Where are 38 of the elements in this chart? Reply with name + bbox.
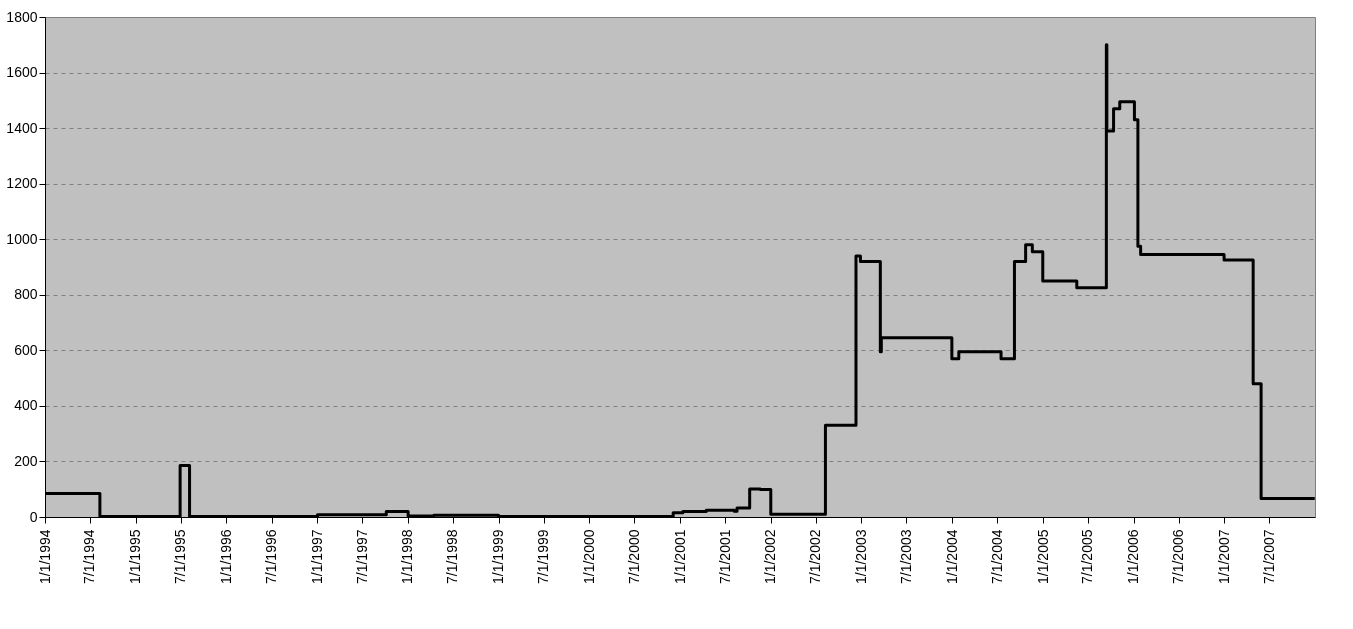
x-tick-label: 7/1/2001 <box>716 529 733 584</box>
x-tick-label: 1/1/1996 <box>217 529 234 584</box>
x-tick-label: 1/1/2004 <box>943 529 960 584</box>
x-tick-label: 7/1/1995 <box>172 529 189 584</box>
y-tick-label: 1000 <box>6 230 38 247</box>
x-tick-label: 7/1/1994 <box>81 529 98 584</box>
x-tick-label: 1/1/2000 <box>580 529 597 584</box>
x-tick-label: 7/1/2006 <box>1170 529 1187 584</box>
y-tick-label: 600 <box>14 341 38 358</box>
x-tick-label: 1/1/2002 <box>762 529 779 584</box>
y-tick-label: 1200 <box>6 175 38 192</box>
y-tick-label: 1800 <box>6 8 38 25</box>
x-tick-label: 1/1/2003 <box>852 529 869 584</box>
x-tick-label: 7/1/2004 <box>988 529 1005 584</box>
x-tick-label: 1/1/1998 <box>399 529 416 584</box>
x-tick-label: 7/1/2000 <box>625 529 642 584</box>
x-tick-label: 1/1/2006 <box>1125 529 1142 584</box>
y-tick-label: 1600 <box>6 64 38 81</box>
y-tick-label: 200 <box>14 452 38 469</box>
x-tick-label: 7/1/2002 <box>807 529 824 584</box>
x-tick-label: 7/1/2007 <box>1260 529 1277 584</box>
x-tick-label: 1/1/1997 <box>308 529 325 584</box>
y-tick-label: 800 <box>14 286 38 303</box>
x-tick-label: 1/1/1995 <box>127 529 144 584</box>
x-tick-label: 1/1/1999 <box>490 529 507 584</box>
y-tick-label: 1400 <box>6 119 38 136</box>
x-tick-label: 7/1/2003 <box>897 529 914 584</box>
x-tick-label: 1/1/2007 <box>1215 529 1232 584</box>
x-tick-label: 1/1/2001 <box>671 529 688 584</box>
y-tick-label: 0 <box>29 508 38 525</box>
x-tick-label: 1/1/2005 <box>1034 529 1051 584</box>
x-tick-label: 7/1/2005 <box>1079 529 1096 584</box>
x-tick-label: 7/1/1996 <box>263 529 280 584</box>
y-tick-label: 400 <box>14 397 38 414</box>
x-tick-label: 7/1/1997 <box>353 529 370 584</box>
x-tick-label: 1/1/1994 <box>36 529 53 584</box>
x-tick-label: 7/1/1999 <box>535 529 552 584</box>
x-tick-label: 7/1/1998 <box>444 529 461 584</box>
